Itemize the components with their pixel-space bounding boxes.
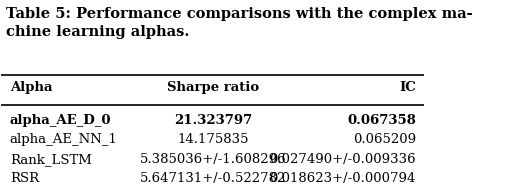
- Text: alpha_AE_D_0: alpha_AE_D_0: [10, 114, 111, 127]
- Text: 14.175835: 14.175835: [177, 133, 248, 146]
- Text: alpha_AE_NN_1: alpha_AE_NN_1: [10, 133, 118, 146]
- Text: Rank_LSTM: Rank_LSTM: [10, 153, 92, 166]
- Text: RSR: RSR: [10, 172, 39, 185]
- Text: 0.018623+/-0.000794: 0.018623+/-0.000794: [270, 172, 416, 185]
- Text: Table 5: Performance comparisons with the complex ma-
chine learning alphas.: Table 5: Performance comparisons with th…: [6, 7, 472, 39]
- Text: 5.385036+/-1.608296: 5.385036+/-1.608296: [139, 153, 286, 166]
- Text: 0.027490+/-0.009336: 0.027490+/-0.009336: [269, 153, 416, 166]
- Text: 0.065209: 0.065209: [353, 133, 416, 146]
- Text: Sharpe ratio: Sharpe ratio: [167, 81, 259, 94]
- Text: IC: IC: [399, 81, 416, 94]
- Text: 21.323797: 21.323797: [174, 114, 252, 127]
- Text: 0.067358: 0.067358: [347, 114, 416, 127]
- Text: 5.647131+/-0.522782: 5.647131+/-0.522782: [140, 172, 286, 185]
- Text: Alpha: Alpha: [10, 81, 53, 94]
